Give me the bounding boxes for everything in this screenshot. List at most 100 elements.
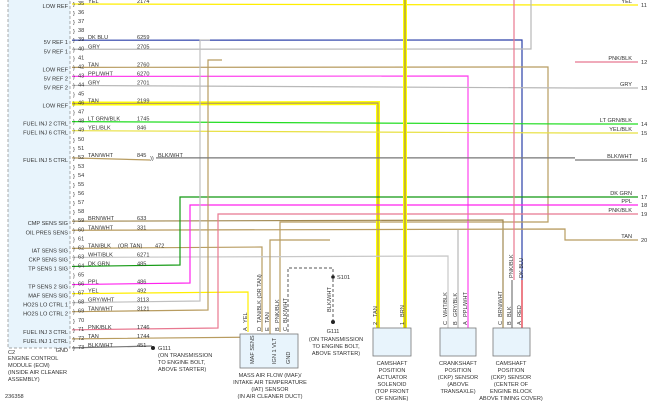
cam_actuator-caption: POSITION — [379, 368, 406, 374]
ecm-pin-number: 67 — [78, 291, 84, 297]
inline-connector: )) — [150, 156, 154, 162]
cam_actuator-caption: OF ENGINE) — [376, 396, 409, 402]
ecm-pin-number: 66 — [78, 282, 84, 288]
cmp-box — [492, 327, 531, 357]
pin-bracket: } — [73, 147, 75, 153]
right-connector-number: 18 — [641, 203, 647, 209]
right-wire-color: GRY — [620, 82, 632, 88]
ecm-pin-number: 37 — [78, 19, 84, 25]
circuit-number: 2199 — [137, 99, 149, 105]
ecm-pin-function: HO2S LO CTRL 1 — [23, 303, 68, 309]
circuit-number: 3113 — [137, 298, 149, 304]
pin-letter: C — [283, 327, 289, 331]
connector-id: C2 — [8, 350, 15, 356]
circuit-number: 1745 — [137, 117, 149, 123]
wire-color-label: TAN — [88, 334, 99, 340]
pin-bracket: } — [73, 246, 75, 252]
pin-bracket: } — [73, 120, 75, 126]
ecm-pin-function: OIL PRES SENS — [26, 230, 69, 236]
ecm-pin-function: FUEL INJ 5 CTRL — [23, 158, 68, 164]
wire-color-label: TAN/BLK — [88, 243, 111, 249]
ecm-pin-function: 5V REF 1 — [44, 40, 68, 46]
right-wire-color: YEL/BLK — [609, 127, 632, 133]
ecm-pin-number: 53 — [78, 164, 84, 170]
ecm-pin-number: 52 — [78, 155, 84, 161]
pin-bracket: } — [73, 274, 75, 280]
ecm-pin-number: 48 — [78, 119, 84, 125]
ecm-pin-number: 41 — [78, 55, 84, 61]
wire-color-label: TAN — [88, 62, 99, 68]
ecm-pin-function: MAF SENS SIG — [28, 294, 68, 300]
pin-bracket: } — [73, 264, 75, 270]
pin-letter: C — [498, 321, 504, 325]
circuit-number: 2174 — [137, 0, 149, 5]
pin-bracket: } — [73, 283, 75, 289]
circuit-number: 2760 — [137, 62, 149, 68]
ground-id: G111 — [327, 329, 340, 335]
pin-bracket: } — [73, 156, 75, 162]
pin-bracket: } — [73, 74, 75, 80]
pin-letter: 1 — [400, 322, 406, 325]
cam_actuator-caption: (TOP FRONT — [375, 389, 410, 395]
wire-color-label: YEL — [88, 289, 99, 295]
pin-bracket: } — [73, 65, 75, 71]
cam_actuator-caption: ACTUATOR — [377, 375, 407, 381]
ecm-caption: MODULE (ECM) — [8, 363, 50, 369]
maf-pin-function: GND — [286, 352, 292, 364]
ecm-pin-number: 42 — [78, 64, 84, 70]
ckp-caption: TRANSAXLE) — [440, 389, 475, 395]
wire-color-label: YEL — [243, 312, 249, 323]
circuit-number: 6259 — [137, 35, 149, 41]
pin-bracket: } — [73, 111, 75, 117]
pin-letter: B — [275, 327, 281, 331]
wire-color-label: GRY/BLK — [453, 293, 459, 317]
circuit-number: 1746 — [137, 325, 149, 331]
wire-color-label: PPL — [88, 280, 99, 286]
maf-caption: (IAT) SENSOR — [251, 387, 288, 393]
wire-color-label: DK GRN — [88, 261, 110, 267]
ecm-pin-number: 47 — [78, 110, 84, 116]
pin-bracket: } — [73, 219, 75, 225]
ecm-pin-number: 38 — [78, 28, 84, 34]
circuit-number: 845 — [137, 153, 146, 159]
wire-color-label: BLK/WHT — [283, 298, 289, 323]
right-connector-number: 12 — [641, 60, 647, 66]
ecm-pin-number: 60 — [78, 227, 84, 233]
ground-caption: TO ENGINE BOLT, — [158, 360, 206, 366]
maf-caption: INTAKE AIR TEMPERATURE — [233, 380, 307, 386]
wire-pin-42 — [71, 66, 549, 332]
ecm-pin-function: HO2S LO CTRL 2 — [23, 312, 68, 318]
ckp-caption: (ABOVE — [447, 382, 468, 388]
pin-letter: 2 — [373, 322, 379, 325]
ecm-pin-function: IAT SENS SIG — [32, 248, 68, 254]
ecm-caption: (INSIDE AIR CLEANER — [8, 370, 67, 376]
wire-color-label: TAN/BLK (OR TAN) — [257, 274, 263, 323]
circuit-number: 3121 — [137, 307, 149, 313]
right-connector-number: 15 — [641, 131, 647, 137]
wire-note: (OR TAN) — [118, 243, 142, 249]
wire-color-label: PNK/BLK — [275, 299, 281, 323]
wire-color-label: BLK/WHT — [327, 287, 333, 312]
ecm-pin-function: FUEL INJ 2 CTRL — [23, 122, 68, 128]
circuit-number: 486 — [137, 280, 146, 286]
pin-bracket: } — [73, 319, 75, 325]
pin-bracket: } — [73, 346, 75, 352]
wire-pin-73 — [71, 345, 153, 349]
ecm-pin-number: 54 — [78, 173, 84, 179]
pin-bracket: } — [73, 38, 75, 44]
pin-bracket: } — [73, 83, 75, 89]
right-wire-color: TAN — [621, 234, 632, 240]
ecm-pin-function: FUEL INJ 1 CTRL — [23, 339, 68, 345]
cam_actuator-box — [372, 327, 412, 357]
pin-bracket: } — [73, 2, 75, 8]
wire-pin-46 — [71, 102, 379, 328]
wire-color-label: RED — [517, 305, 523, 317]
ecm-pin-number: 36 — [78, 10, 84, 16]
cmp-caption: ABOVE TIMING COVER) — [479, 396, 543, 402]
wire-color-label: TAN/WHT — [88, 225, 114, 231]
pin-bracket: } — [73, 20, 75, 26]
wire-pin-48 — [71, 121, 576, 125]
wire-pin-68 — [71, 39, 210, 304]
wire-color-label: PPL/WHT — [463, 292, 469, 317]
